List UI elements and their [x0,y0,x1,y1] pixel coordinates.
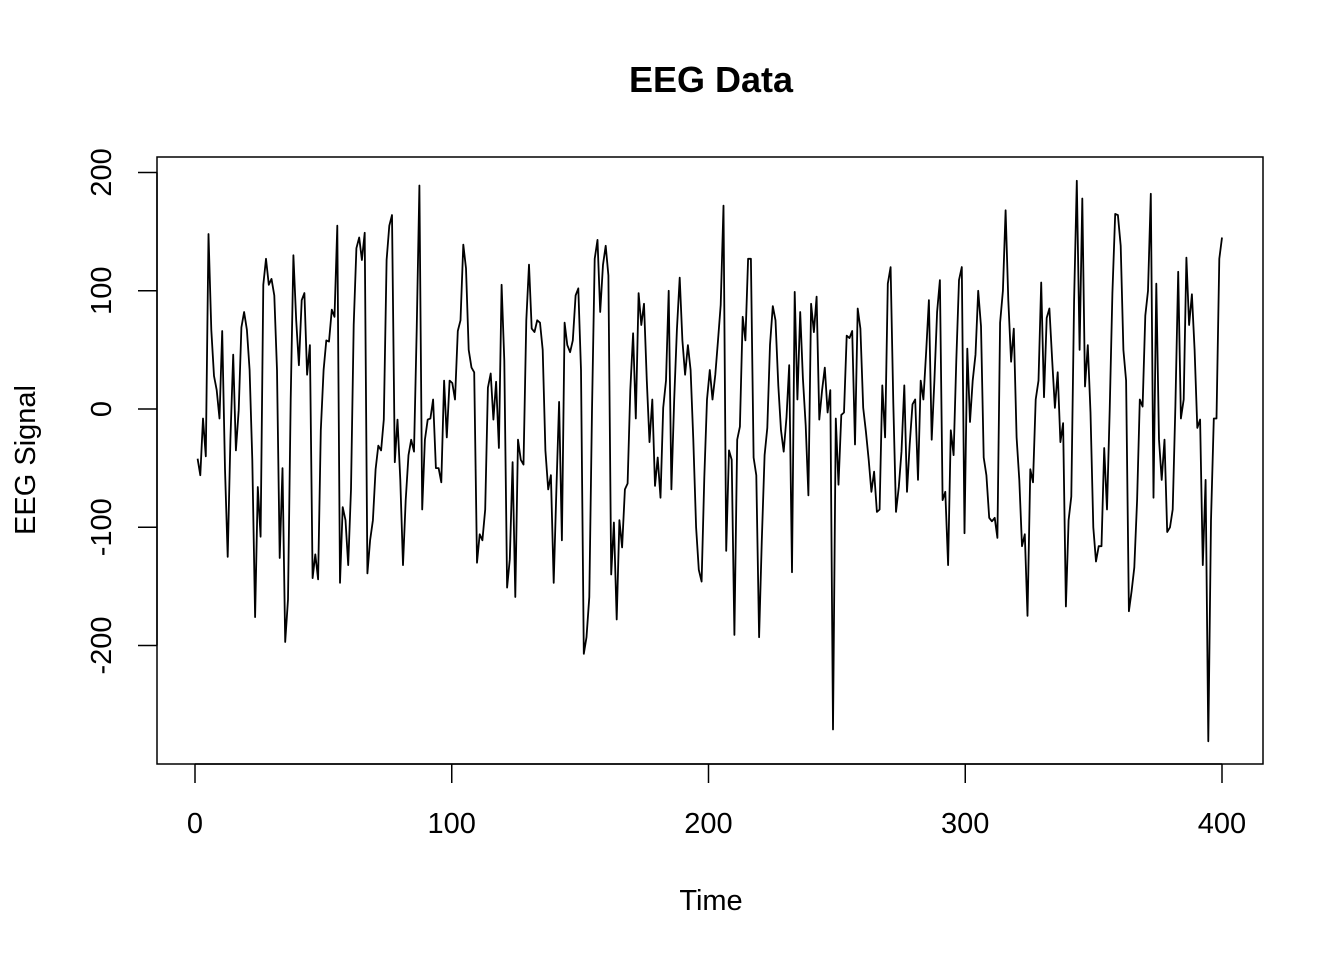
eeg-signal-line [196,179,1223,743]
chart-title: EEG Data [629,59,794,100]
y-tick-label: 0 [86,401,118,417]
x-axis: 0 100 200 300 400 [187,763,1246,840]
x-tick-label: 400 [1198,808,1246,840]
x-tick-label: 100 [428,808,476,840]
plot-box [156,156,1264,765]
x-axis-label: Time [679,885,742,917]
x-tick-label: 300 [941,808,989,840]
x-tick-label: 0 [187,808,203,840]
y-tick-label: -100 [86,498,118,556]
x-tick-label: 200 [684,808,732,840]
y-tick-label: -200 [86,616,118,674]
y-axis: -200 -100 0 100 200 [86,148,158,675]
y-axis-label: EEG Signal [10,385,42,535]
y-tick-label: 200 [86,148,118,196]
y-tick-label: 100 [86,267,118,315]
